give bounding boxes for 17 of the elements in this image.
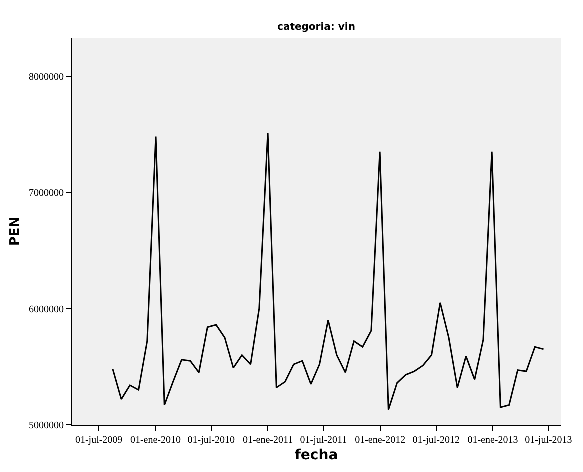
y-tick-label: 8000000 xyxy=(29,72,64,83)
x-tick-label: 01-jul-2009 xyxy=(75,435,123,446)
x-tick-label: 01-ene-2012 xyxy=(355,435,406,446)
x-tick-label: 01-ene-2011 xyxy=(242,435,294,446)
y-tick-label: 6000000 xyxy=(29,304,64,316)
y-tick-label: 5000000 xyxy=(29,420,64,432)
chart-title: categoria: vin xyxy=(278,22,356,33)
x-tick-label: 01-ene-2010 xyxy=(130,435,181,446)
y-tick-label: 7000000 xyxy=(29,188,64,200)
x-tick-label: 01-jul-2011 xyxy=(300,435,348,446)
x-axis-title: fecha xyxy=(294,447,338,464)
x-tick-label: 01-jul-2010 xyxy=(188,435,236,446)
x-tick-label: 01-jul-2013 xyxy=(525,435,572,446)
x-tick-label: 01-ene-2013 xyxy=(468,435,518,446)
x-tick-label: 01-jul-2012 xyxy=(412,435,460,446)
y-axis-title: PEN xyxy=(8,216,23,246)
line-series xyxy=(112,132,545,411)
